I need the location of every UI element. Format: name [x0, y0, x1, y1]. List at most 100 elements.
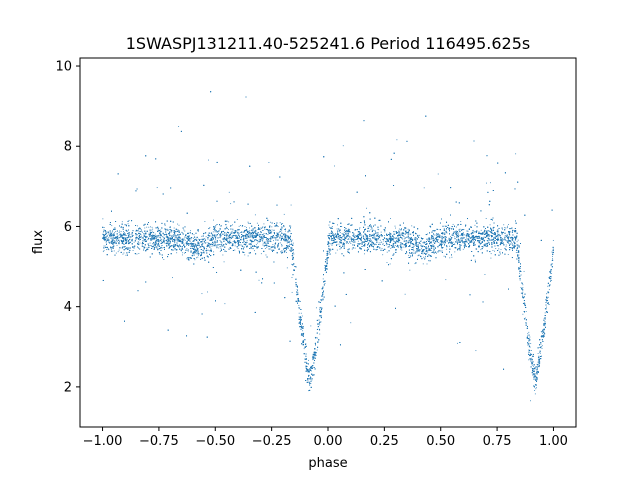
data-point: [462, 242, 464, 244]
data-point: [439, 249, 441, 251]
data-point: [183, 229, 185, 231]
data-point: [490, 228, 492, 230]
data-point: [370, 224, 371, 226]
data-point: [372, 234, 374, 236]
data-point: [117, 251, 119, 253]
data-point: [462, 235, 464, 237]
data-point: [238, 237, 240, 239]
data-point: [133, 241, 135, 243]
data-point: [275, 223, 277, 225]
data-point: [283, 226, 285, 228]
data-point: [396, 238, 398, 240]
data-point: [531, 357, 533, 359]
data-point: [297, 291, 299, 293]
data-point: [202, 240, 204, 242]
data-point: [475, 231, 477, 233]
data-point: [138, 235, 140, 237]
data-point: [182, 249, 184, 250]
data-point: [315, 307, 317, 309]
data-point: [522, 291, 524, 293]
data-point: [341, 240, 342, 241]
data-point: [211, 235, 213, 237]
data-point: [141, 231, 143, 232]
data-point: [215, 225, 217, 226]
data-point: [351, 240, 352, 242]
data-point: [375, 238, 377, 240]
data-point: [364, 230, 365, 232]
data-point: [344, 239, 346, 241]
data-point: [547, 285, 549, 287]
data-point: [499, 251, 501, 253]
data-point: [538, 360, 539, 362]
data-point: [386, 235, 388, 236]
data-point: [131, 232, 133, 234]
data-point: [552, 258, 553, 260]
data-point: [201, 293, 203, 295]
data-point: [160, 239, 162, 241]
data-point: [386, 243, 388, 245]
data-point: [106, 240, 107, 242]
data-point: [138, 244, 140, 246]
data-point: [422, 253, 424, 255]
data-point: [253, 232, 254, 234]
data-point: [338, 233, 340, 235]
data-point: [292, 255, 294, 257]
data-point: [461, 238, 463, 240]
data-point: [256, 242, 258, 244]
data-point: [357, 238, 359, 240]
data-point: [360, 238, 362, 240]
data-point: [234, 243, 236, 245]
data-point: [205, 248, 207, 249]
data-point: [527, 333, 529, 335]
data-point: [539, 352, 541, 354]
data-point: [413, 244, 415, 246]
data-point: [547, 292, 549, 294]
data-point: [503, 224, 505, 226]
data-point: [297, 301, 299, 302]
data-point: [291, 241, 293, 243]
data-point: [320, 311, 322, 313]
data-point: [387, 239, 389, 241]
data-point: [377, 228, 379, 230]
data-point: [378, 236, 380, 238]
data-point: [194, 252, 196, 254]
data-point: [106, 240, 108, 242]
data-point: [232, 236, 234, 238]
data-point: [433, 234, 435, 236]
data-point: [114, 227, 116, 229]
data-point: [239, 241, 240, 243]
data-point: [301, 326, 303, 328]
data-point: [334, 233, 336, 235]
data-point: [223, 261, 225, 263]
data-point: [408, 231, 410, 233]
data-point: [207, 291, 208, 293]
data-point: [151, 229, 153, 231]
data-point: [542, 329, 544, 331]
data-point: [448, 242, 450, 243]
data-point: [111, 225, 113, 227]
data-point: [227, 228, 229, 230]
data-point: [488, 238, 490, 240]
data-point: [171, 239, 173, 241]
data-point: [394, 225, 396, 227]
data-point: [547, 292, 549, 294]
data-point: [131, 234, 133, 236]
data-point: [347, 235, 349, 237]
data-point: [387, 246, 389, 248]
data-point: [108, 240, 110, 242]
data-point: [441, 237, 443, 239]
data-point: [251, 234, 253, 236]
data-point: [341, 233, 343, 235]
data-point: [117, 240, 119, 242]
data-point: [530, 343, 532, 344]
data-point: [367, 226, 369, 228]
data-point: [148, 226, 150, 228]
data-point: [319, 324, 321, 326]
data-point: [280, 251, 281, 253]
data-point: [152, 231, 154, 233]
data-point: [522, 287, 524, 289]
data-point: [346, 236, 348, 238]
data-point: [196, 244, 198, 246]
data-point: [138, 236, 140, 238]
data-point: [310, 368, 312, 370]
